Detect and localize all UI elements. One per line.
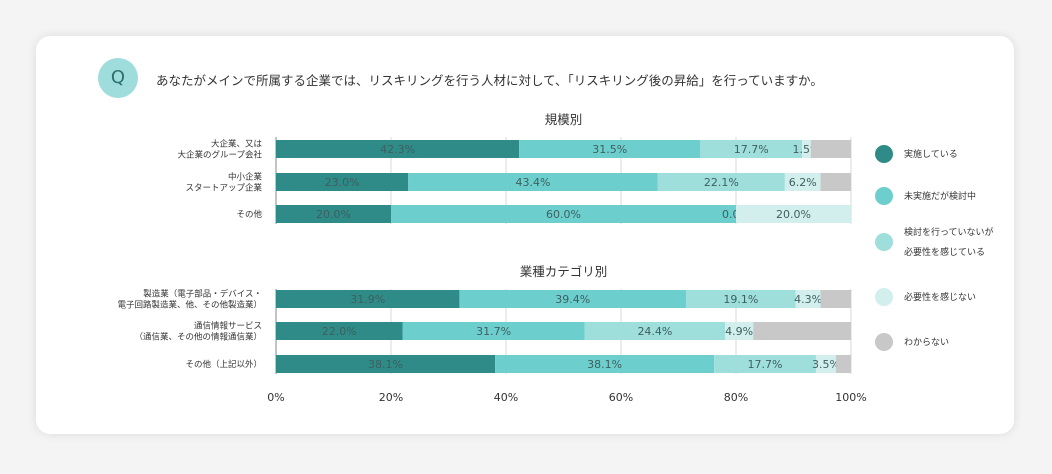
row-label: 中小企業スタートアップ企業 (185, 172, 262, 194)
bar-segment (810, 140, 851, 158)
group-title: 規模別 (545, 112, 583, 127)
group-title: 業種カテゴリ別 (520, 264, 608, 279)
data-label: 17.7% (748, 358, 783, 371)
data-label: 42.3% (380, 143, 415, 156)
legend-label: 検討を行っていないが必要性を感じている (904, 226, 994, 258)
bar-segment (725, 322, 754, 340)
bar-segment (276, 173, 409, 191)
data-label: 22.0% (322, 325, 357, 338)
bar-segment (815, 355, 837, 373)
x-tick-label: 100% (835, 391, 866, 404)
data-label: 31.7% (476, 325, 511, 338)
data-label: 60.0% (546, 208, 581, 221)
data-label: 22.1% (704, 176, 739, 189)
bar-segment (657, 173, 785, 191)
data-label: 17.7% (734, 143, 769, 156)
bar-segment (802, 140, 811, 158)
bar-segment (276, 355, 496, 373)
bar-segment (276, 290, 460, 308)
bar-segment (276, 322, 403, 340)
legend-marker (875, 333, 893, 351)
bar-segment (820, 290, 851, 308)
x-tick-label: 20% (379, 391, 403, 404)
bar-segment (784, 173, 821, 191)
bar-segment (459, 290, 686, 308)
bar-segment (753, 322, 851, 340)
data-label: 4.9% (725, 325, 753, 338)
legend-marker (875, 145, 893, 163)
row-label: その他 (236, 209, 262, 220)
row-label: 大企業、又は大企業のグループ会社 (178, 139, 263, 161)
legend-marker (875, 187, 893, 205)
bar-segment (495, 355, 715, 373)
x-tick-label: 0% (267, 391, 284, 404)
question-text: あなたがメインで所属する企業では、リスキリングを行う人材に対して、「リスキリング… (156, 73, 823, 88)
row-label: 通信情報サービス（通信業、その他の情報通信業） (134, 321, 262, 343)
bar-segment (685, 290, 796, 308)
data-label: 20.0% (776, 208, 811, 221)
data-label: 38.1% (368, 358, 403, 371)
x-tick-label: 60% (609, 391, 633, 404)
data-label: 24.4% (637, 325, 672, 338)
legend-label: わからない (904, 337, 949, 348)
bar-segment (391, 205, 736, 223)
data-label: 20.0% (316, 208, 351, 221)
legend-marker (875, 233, 893, 251)
bar-segment (408, 173, 658, 191)
x-tick-label: 80% (724, 391, 748, 404)
data-label: 4.3% (794, 293, 822, 306)
bar-segment (700, 140, 803, 158)
bar-segment (714, 355, 816, 373)
bar-segment (276, 140, 520, 158)
bar-segment (736, 205, 851, 223)
legend-label: 未実施だが検討中 (904, 190, 976, 202)
data-label: 3.5% (812, 358, 840, 371)
legend-label: 実施している (904, 148, 958, 160)
bar-segment (519, 140, 701, 158)
row-label: その他（上記以外） (185, 359, 262, 370)
x-tick-label: 40% (494, 391, 518, 404)
data-label: 6.2% (789, 176, 817, 189)
row-label: 製造業（電子部品・デバイス・電子回路製造業、他、その他製造業） (117, 289, 262, 311)
bar-segment (402, 322, 585, 340)
bar-segment (820, 173, 851, 191)
data-label: 38.1% (587, 358, 622, 371)
legend-label: 必要性を感じない (904, 291, 976, 303)
bar-segment (276, 205, 391, 223)
data-label: 19.1% (723, 293, 758, 306)
data-label: 23.0% (325, 176, 360, 189)
question-badge: Q (98, 58, 138, 98)
bar-segment (584, 322, 726, 340)
data-label: 43.4% (516, 176, 551, 189)
bar-segment (795, 290, 821, 308)
data-label: 39.4% (555, 293, 590, 306)
legend-marker (875, 288, 893, 306)
data-label: 31.5% (592, 143, 627, 156)
bar-segment (836, 355, 851, 373)
data-label: 31.9% (350, 293, 385, 306)
